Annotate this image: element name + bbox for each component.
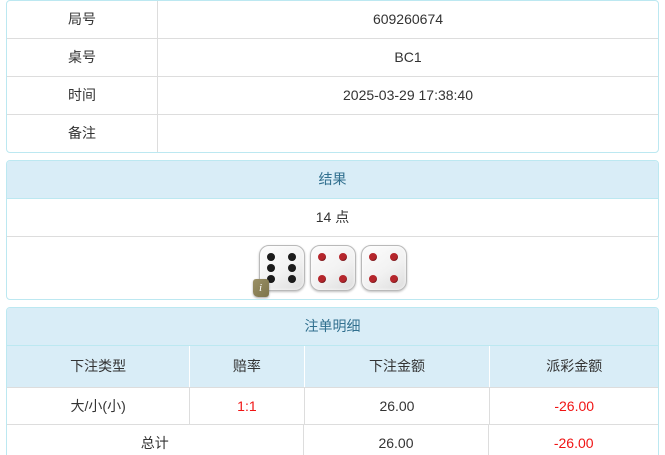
info-tooltip-badge[interactable]: i (252, 279, 269, 297)
die-pip (266, 253, 275, 262)
total-label-cell: 总计 (140, 435, 169, 451)
result-points: 14 点 (7, 199, 658, 237)
game-info-panel: 局号 609260674 桌号 BC1 时间 2025-03-29 17:38:… (6, 0, 659, 153)
die-face (266, 252, 298, 284)
bet-type-cell: 大/小(小) (70, 398, 126, 414)
time-value: 2025-03-29 17:38:40 (343, 87, 473, 103)
info-row-time: 时间 2025-03-29 17:38:40 (7, 76, 658, 114)
die-face (368, 252, 400, 284)
remark-value (158, 115, 658, 152)
table-number-label: 桌号 (7, 39, 158, 76)
total-bet-amount-cell: 26.00 (302, 425, 489, 455)
odds-cell: 1:1 (189, 388, 303, 424)
die-pip (317, 274, 326, 283)
die-pip (317, 253, 326, 262)
bet-details-table: 下注类型 赔率 下注金额 派彩金额 大/小(小) 1:1 26.00 -26.0… (7, 346, 658, 455)
column-header-bet-amount: 下注金额 (303, 346, 490, 387)
bet-table-header-row: 下注类型 赔率 下注金额 派彩金额 (7, 346, 658, 387)
table-number-value: BC1 (394, 49, 422, 65)
die-pip (368, 274, 377, 283)
time-label: 时间 (7, 77, 158, 114)
info-row-round: 局号 609260674 (7, 1, 658, 38)
result-panel: 结果 14 点 i (6, 160, 659, 300)
total-payout-cell: -26.00 (488, 425, 658, 455)
die-pip (339, 253, 348, 262)
die-6: i (252, 245, 305, 297)
die-face (317, 252, 349, 284)
die-4 (309, 245, 356, 291)
total-row: 总计 26.00 -26.00 (7, 424, 658, 455)
dice-row: i (7, 237, 658, 299)
die-pip (390, 253, 399, 262)
die-pip (339, 274, 348, 283)
column-header-payout: 派彩金额 (489, 346, 658, 387)
die-pip (288, 274, 297, 283)
die-pip (266, 263, 275, 272)
result-panel-title: 结果 (7, 161, 658, 199)
info-row-table: 桌号 BC1 (7, 38, 658, 76)
bet-details-panel: 注单明细 下注类型 赔率 下注金额 派彩金额 大/小(小) 1:1 26.00 … (6, 307, 659, 455)
payout-cell: -26.00 (489, 388, 658, 424)
column-header-odds: 赔率 (189, 346, 303, 387)
die-pip (368, 253, 377, 262)
bet-row: 大/小(小) 1:1 26.00 -26.00 (7, 387, 658, 424)
bet-details-title: 注单明细 (7, 308, 658, 346)
round-number-value: 609260674 (372, 11, 444, 27)
round-number-label: 局号 (7, 1, 158, 38)
remark-label: 备注 (7, 115, 158, 152)
die-pip (266, 274, 275, 283)
die-pip (390, 274, 399, 283)
die-4 (360, 245, 407, 291)
column-header-bet-type: 下注类型 (70, 358, 127, 374)
die-pip (288, 253, 297, 262)
bet-amount-cell: 26.00 (303, 388, 490, 424)
die-pip (288, 263, 297, 272)
info-row-remark: 备注 (7, 114, 658, 152)
